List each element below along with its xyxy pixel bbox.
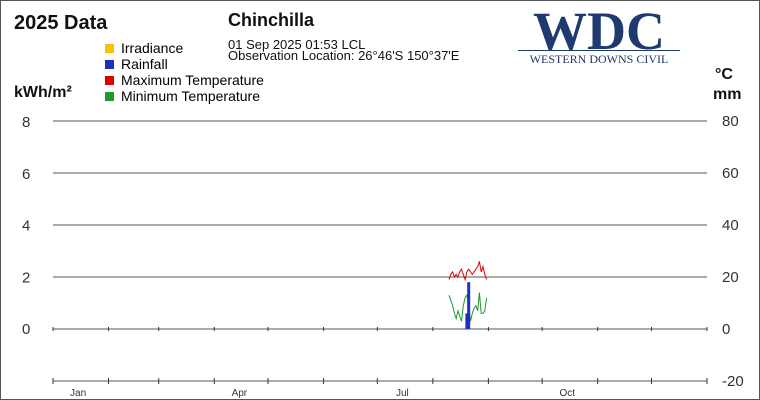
x-axis-ticks: Jan Apr Jul Oct — [52, 327, 708, 399]
x-tick-label: Jul — [396, 388, 409, 399]
grid-lines — [53, 120, 707, 382]
right-tick-label: 20 — [722, 269, 739, 286]
left-tick-label: 0 — [22, 321, 30, 338]
left-axis-ticks: 0 2 4 6 8 — [22, 114, 30, 338]
right-axis-unit-rainfall: mm — [713, 86, 742, 103]
left-tick-label: 4 — [22, 218, 30, 235]
legend-label: Minimum Temperature — [121, 88, 261, 104]
legend-label: Maximum Temperature — [121, 72, 264, 88]
right-tick-label: 60 — [722, 165, 739, 182]
left-tick-label: 2 — [22, 269, 30, 286]
right-tick-label: 0 — [722, 321, 730, 338]
legend-swatch — [105, 92, 114, 101]
logo-text: WDC — [533, 1, 665, 61]
right-axis-ticks: -20 0 20 40 60 80 — [722, 113, 744, 390]
left-axis-unit: kWh/m² — [14, 84, 72, 101]
right-tick-label: 80 — [722, 113, 739, 130]
observation-time: 01 Sep 2025 01:53 LCL — [228, 37, 366, 52]
legend-swatch — [105, 44, 114, 53]
left-tick-label: 8 — [22, 114, 30, 131]
right-tick-label: 40 — [722, 217, 739, 234]
observation-location: Observation Location: 26°46'S 150°37'E — [228, 48, 460, 63]
station-name: Chinchilla — [228, 10, 315, 30]
wdc-logo: WDC WESTERN DOWNS CIVIL — [518, 1, 680, 67]
legend-swatch — [105, 60, 114, 69]
x-tick-label: Apr — [232, 388, 248, 399]
logo-subtitle: WESTERN DOWNS CIVIL — [518, 50, 680, 67]
legend-label: Irradiance — [121, 40, 184, 56]
legend-label: Rainfall — [121, 56, 168, 72]
left-tick-label: 6 — [22, 166, 30, 183]
x-tick-label: Jan — [70, 388, 86, 399]
right-axis-unit-temperature: °C — [715, 66, 733, 83]
max-temperature-line — [448, 261, 488, 282]
series-group — [448, 261, 488, 329]
chart-title: 2025 Data — [14, 12, 108, 34]
legend-swatch — [105, 76, 114, 85]
right-tick-label: -20 — [722, 373, 744, 390]
rainfall-bar — [465, 313, 469, 329]
x-tick-label: Oct — [559, 388, 575, 399]
rainfall-bar — [467, 282, 471, 329]
